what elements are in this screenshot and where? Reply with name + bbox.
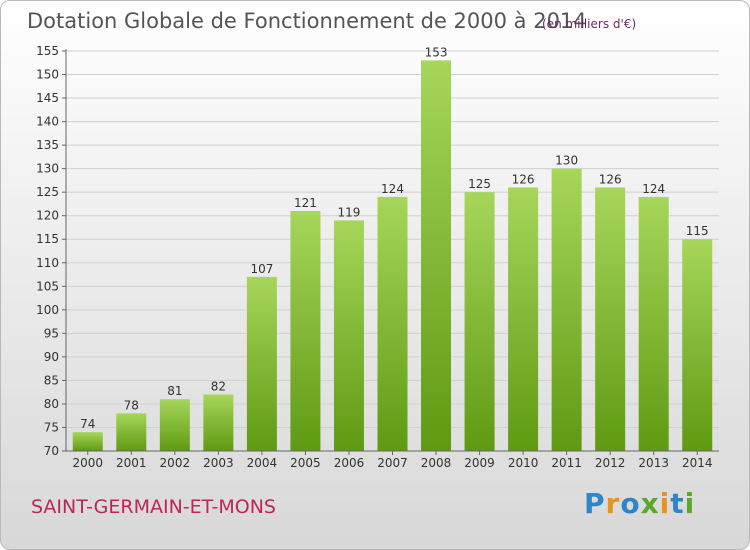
x-tick-label-2010: 2010 (508, 456, 539, 470)
x-tick-label-2011: 2011 (551, 456, 582, 470)
y-axis: 70 75 80 85 90 95 100 105 110 115 120 125 130 135 140 1… (36, 44, 67, 458)
y-tick-label: 100 (36, 303, 59, 317)
data-label-2012: 126 (599, 172, 622, 186)
bar-2012 (595, 187, 626, 451)
x-tick-label-2003: 2003 (203, 456, 234, 470)
x-tick-label-2013: 2013 (638, 456, 669, 470)
bar-2005 (290, 211, 321, 451)
data-label-2009: 125 (468, 177, 491, 191)
bar-2010 (508, 187, 539, 451)
y-tick-label: 150 (36, 68, 59, 82)
y-tick-label: 90 (44, 350, 59, 364)
y-tick-label: 80 (44, 397, 59, 411)
y-tick-label: 140 (36, 115, 59, 129)
x-tick-label-2007: 2007 (377, 456, 408, 470)
data-label-2011: 130 (555, 154, 578, 168)
y-tick-label: 95 (44, 326, 59, 340)
bar-2011 (551, 168, 582, 451)
data-label-2000: 74 (80, 417, 95, 431)
x-tick-label-2009: 2009 (464, 456, 495, 470)
y-tick-label: 135 (36, 138, 59, 152)
data-label-2007: 124 (381, 182, 404, 196)
data-label-2013: 124 (642, 182, 665, 196)
data-label-2004: 107 (250, 262, 273, 276)
data-label-2010: 126 (512, 172, 535, 186)
y-tick-label: 120 (36, 209, 59, 223)
data-label-2002: 81 (167, 384, 182, 398)
bar-2003 (203, 394, 234, 451)
bar-2004 (246, 276, 277, 451)
bars: 74 78 81 82 107 121 119 124 153 125 126 130 126 124 11… (72, 45, 713, 452)
bar-2009 (464, 192, 495, 452)
y-tick-label: 130 (36, 162, 59, 176)
x-tick-label-2012: 2012 (595, 456, 626, 470)
x-tick-label-2000: 2000 (72, 456, 103, 470)
brand-letter: o (620, 487, 641, 520)
x-tick-label-2005: 2005 (290, 456, 321, 470)
town-name: SAINT-GERMAIN-ET-MONS (31, 496, 276, 518)
y-tick-label: 115 (36, 232, 59, 246)
bar-2008 (421, 60, 452, 451)
brand-letter: t (670, 487, 685, 520)
data-label-2014: 115 (686, 224, 709, 238)
y-tick-label: 70 (44, 444, 59, 458)
x-tick-label-2014: 2014 (682, 456, 713, 470)
brand-logo: Proxiti (584, 487, 695, 520)
data-label-2008: 153 (425, 45, 448, 59)
x-tick-label-2004: 2004 (247, 456, 278, 470)
brand-letter: i (659, 487, 671, 520)
brand-letter: x (640, 487, 660, 520)
bar-2007 (377, 196, 408, 451)
x-axis: 2000 2001 2002 2003 2004 2005 2006 2007 2008 2009… (66, 450, 719, 470)
bar-2001 (116, 413, 147, 451)
y-tick-label: 85 (44, 373, 59, 387)
brand-letter: P (584, 487, 606, 520)
data-label-2003: 82 (211, 380, 226, 394)
x-tick-label-2001: 2001 (116, 456, 147, 470)
y-tick-label: 105 (36, 279, 59, 293)
chart-title: Dotation Globale de Fonctionnement de 20… (27, 9, 587, 33)
bar-2002 (159, 399, 190, 451)
bar-2000 (72, 432, 103, 451)
bar-2013 (638, 196, 669, 451)
unit-note: (en milliers d'€) (542, 17, 637, 31)
data-label-2005: 121 (294, 196, 317, 210)
y-tick-label: 125 (36, 185, 59, 199)
x-tick-label-2006: 2006 (334, 456, 365, 470)
data-label-2006: 119 (338, 205, 361, 219)
x-tick-label-2002: 2002 (160, 456, 191, 470)
bar-2006 (333, 220, 364, 451)
y-tick-label: 145 (36, 91, 59, 105)
data-label-2001: 78 (124, 398, 139, 412)
brand-letter: i (684, 487, 696, 520)
y-tick-label: 110 (36, 256, 59, 270)
x-tick-label-2008: 2008 (421, 456, 452, 470)
y-tick-label: 155 (36, 44, 59, 58)
y-tick-label: 75 (44, 420, 59, 434)
brand-letter: r (605, 487, 621, 520)
bar-2014 (682, 239, 713, 451)
